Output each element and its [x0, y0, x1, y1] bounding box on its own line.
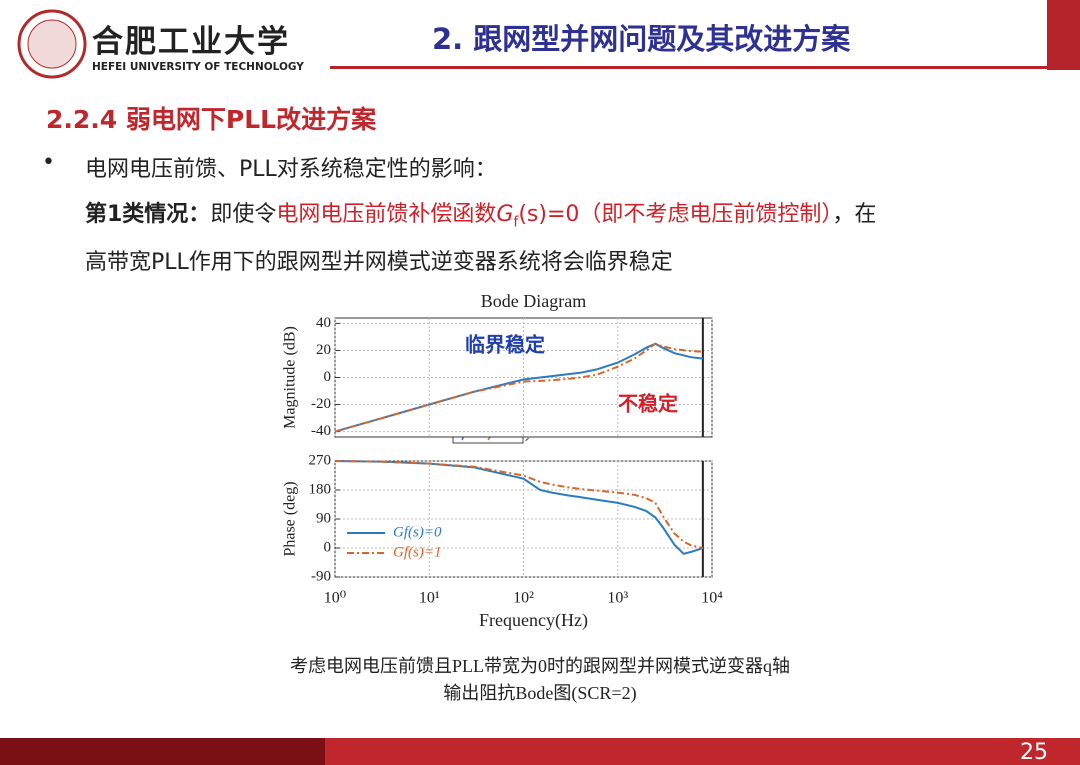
y-tick-label: 270 [309, 452, 332, 468]
header-rule [330, 66, 1047, 69]
y-tick-label: 90 [316, 510, 331, 526]
y-tick-label: 40 [316, 315, 331, 331]
footer-dark [0, 738, 325, 765]
header-bar [1047, 0, 1080, 70]
x-tick-label: 10² [513, 590, 534, 607]
symbol: G [496, 202, 514, 227]
annotation: 临界稳定 [465, 333, 545, 357]
series-line [334, 342, 703, 433]
series-line [334, 460, 704, 549]
x-tick-label: 10⁰ [324, 590, 346, 607]
paragraph: 高带宽PLL作用下的跟网型并网模式逆变器系统将会临界稳定 [85, 250, 673, 275]
highlight: 电网电压前馈补偿函数 [276, 202, 497, 227]
slide-title: 2. 跟网型并网问题及其改进方案 [432, 22, 851, 56]
footer-bar [325, 738, 1080, 765]
bullet-dot: • [42, 150, 55, 175]
legend-label: Gf(s)=1 [393, 544, 441, 560]
y-tick-label: -40 [311, 423, 331, 439]
y-tick-label: -90 [311, 568, 331, 584]
y-axis-label: Phase (deg) [282, 481, 299, 556]
school-name-en: HEFEI UNIVERSITY OF TECHNOLOGY [92, 61, 304, 73]
x-tick-label: 10¹ [419, 590, 440, 607]
chart-title: Bode Diagram [481, 291, 586, 311]
logo-inner [27, 19, 77, 69]
section-heading: 2.2.4 弱电网下PLL改进方案 [46, 105, 377, 134]
paragraph: 第1类情况：即使令电网电压前馈补偿函数Gf(s)=0（即不考虑电压前馈控制），在 [85, 196, 876, 230]
legend-label: Gf(s)=0 [393, 524, 442, 540]
y-tick-label: 0 [324, 539, 332, 555]
page-number: 25 [1020, 740, 1048, 765]
y-tick-label: 20 [316, 342, 331, 358]
y-tick-label: 0 [324, 369, 332, 385]
caption: 考虑电网电压前馈且PLL带宽为0时的跟网型并网模式逆变器q轴 [290, 656, 790, 676]
highlight: (s)=0（即不考虑电压前馈控制） [518, 202, 833, 227]
school-name: 合肥工业大学 [92, 24, 290, 60]
x-tick-label: 10³ [607, 590, 628, 607]
y-tick-label: 180 [309, 481, 332, 497]
x-tick-label: 10⁴ [701, 590, 723, 607]
y-tick-label: -20 [311, 396, 331, 412]
bullet-text: 电网电压前馈、PLL对系统稳定性的影响： [85, 157, 497, 182]
bode-chart: -40 -20 0 20 40 Magnitude (dB) Bode Diagram 临界稳… [282, 291, 724, 631]
annotation: 不稳定 [618, 392, 678, 416]
text: ，在 [832, 202, 877, 227]
text: 即使令 [210, 202, 277, 227]
emphasis: 第1类情况： [85, 202, 211, 227]
y-axis-label: Magnitude (dB) [282, 326, 299, 429]
logo [17, 9, 87, 79]
x-axis-label: Frequency(Hz) [479, 610, 588, 631]
subscript: f [513, 214, 519, 231]
caption: 输出阻抗Bode图(SCR=2) [443, 683, 637, 703]
